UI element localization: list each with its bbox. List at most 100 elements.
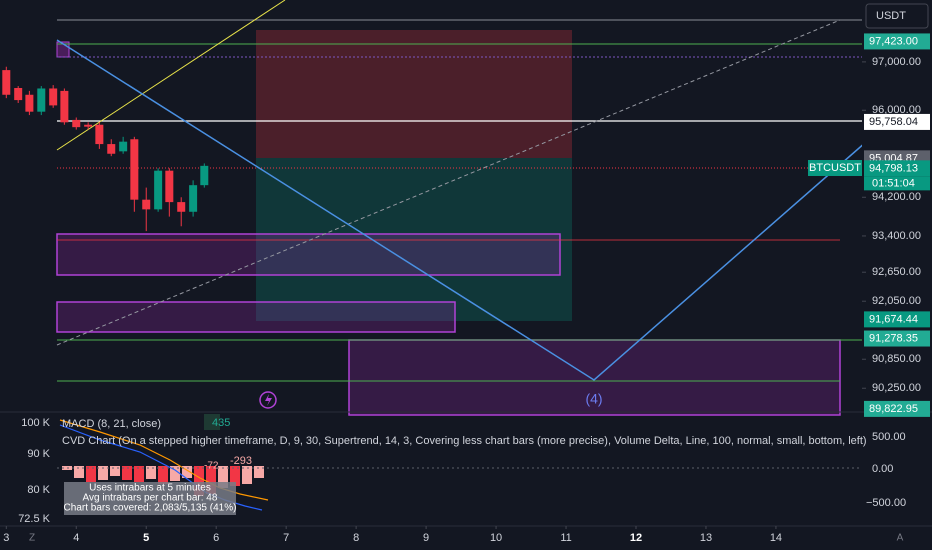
tooltip-line: Avg intrabars per chart bar: 48: [83, 493, 218, 504]
symbol-tag: [808, 160, 862, 176]
tooltip-line: Chart bars covered: 2,083/5,135 (41%): [64, 503, 237, 514]
candle-body: [2, 70, 11, 95]
hist-bar: [242, 466, 252, 484]
left-axis-label: 90 K: [27, 448, 50, 460]
price-tag-label: 95,758.04: [869, 116, 918, 128]
candle-body: [84, 124, 93, 127]
price-tick-label: 90,850.00: [872, 353, 921, 365]
currency-button[interactable]: [865, 3, 929, 29]
stop-zone: [256, 30, 572, 158]
price-tag: [864, 330, 930, 347]
time-tick-label: 12: [630, 532, 642, 544]
tooltip: [64, 482, 236, 515]
candle-body: [119, 141, 128, 152]
price-tag: [864, 33, 930, 50]
symbol-tag-text: BTCUSDT: [809, 162, 861, 174]
cvd-value: -293: [230, 455, 252, 467]
time-tick-label: 7: [283, 532, 289, 544]
trend-line: [56, 0, 286, 151]
candle-body: [95, 124, 104, 145]
price-tag-label: 91,278.35: [869, 332, 918, 344]
candle-body: [72, 119, 81, 128]
tooltip-line: Uses intrabars at 5 minutes: [89, 483, 211, 494]
time-tick-label: 3: [3, 532, 9, 544]
hist-bar: [182, 466, 192, 478]
time-tick-label: 5: [143, 532, 149, 544]
price-tag: [864, 400, 930, 417]
candle-body: [107, 144, 116, 154]
zone-box: [56, 301, 456, 333]
trend-line: [56, 19, 841, 346]
hist-bar: [86, 466, 96, 482]
countdown-bg: [864, 176, 930, 191]
left-axis-label: 72.5 K: [18, 513, 50, 525]
hist-bar: [206, 466, 216, 494]
macd-title: MACD (8, 21, close): [62, 418, 161, 430]
right-axis-label: −500.00: [866, 497, 906, 509]
candle-body: [177, 202, 186, 212]
candle-body: [154, 170, 163, 210]
candle-body: [60, 90, 69, 123]
hist-bar: [74, 466, 84, 478]
price-tick-label: 92,650.00: [872, 266, 921, 278]
countdown: 01:51:04: [872, 177, 915, 189]
hist-bar: [110, 466, 120, 476]
price-tag-label: 94,798.13: [869, 162, 918, 174]
time-tick-label: 10: [490, 532, 502, 544]
candle-body: [49, 88, 58, 106]
macd-histogram: [62, 466, 264, 496]
right-axis-label: 500.00: [872, 431, 906, 443]
currency: USDT: [876, 10, 906, 22]
price-tick-label: 94,200.00: [872, 191, 921, 203]
wave-label: (4): [585, 391, 602, 407]
macd-line: [59, 424, 263, 511]
zone-box: [56, 233, 561, 276]
hist-bar: [98, 466, 108, 480]
time-tick-label: 4: [73, 532, 79, 544]
left-axis-label: 100 K: [21, 417, 50, 429]
hist-bar: [230, 466, 240, 486]
price-tag: [864, 113, 930, 130]
signal-line: [59, 419, 269, 501]
time-tick-label: 14: [770, 532, 782, 544]
value-box: [204, 414, 220, 430]
candle-body: [25, 94, 34, 112]
candle-body: [142, 199, 151, 210]
hist-bar: [254, 466, 264, 478]
hist-bar: [194, 466, 204, 496]
price-tag-label: 91,674.44: [869, 313, 918, 325]
left-axis-label: 80 K: [27, 484, 50, 496]
time-tick-label: 6: [213, 532, 219, 544]
time-tick-label: 8: [353, 532, 359, 544]
price-tag-label: 97,423.00: [869, 35, 918, 47]
hist-bar: [158, 466, 168, 484]
candle-body: [165, 170, 174, 203]
time-tick-label: 9: [423, 532, 429, 544]
candle-body: [37, 88, 46, 112]
hist-bar: [134, 466, 144, 482]
event-icon[interactable]: [259, 391, 277, 409]
price-tick-label: 96,000.00: [872, 104, 921, 116]
hist-bar: [218, 466, 228, 488]
price-tick-label: 93,400.00: [872, 230, 921, 242]
price-tick-label: 92,050.00: [872, 295, 921, 307]
hist-bar: [122, 466, 132, 480]
event-icon: [265, 394, 272, 406]
price-tick-label: 90,250.00: [872, 382, 921, 394]
hist-bar: [146, 466, 156, 479]
footer-button: A: [897, 533, 904, 544]
price-tag: [864, 160, 930, 177]
target-zone: [256, 158, 572, 321]
wave-line: [56, 39, 867, 381]
right-axis-label: 0.00: [872, 463, 893, 475]
price-tag-label: 89,822.95: [869, 403, 918, 415]
candle-body: [130, 139, 139, 200]
zone-box: [348, 339, 841, 416]
footer-button: Z: [29, 533, 35, 544]
candle-body: [189, 185, 198, 212]
cvd-value: -72: [204, 461, 219, 472]
cvd-title: CVD Chart (On a stepped higher timeframe…: [62, 435, 867, 447]
price-tick-label: 97,000.00: [872, 56, 921, 68]
